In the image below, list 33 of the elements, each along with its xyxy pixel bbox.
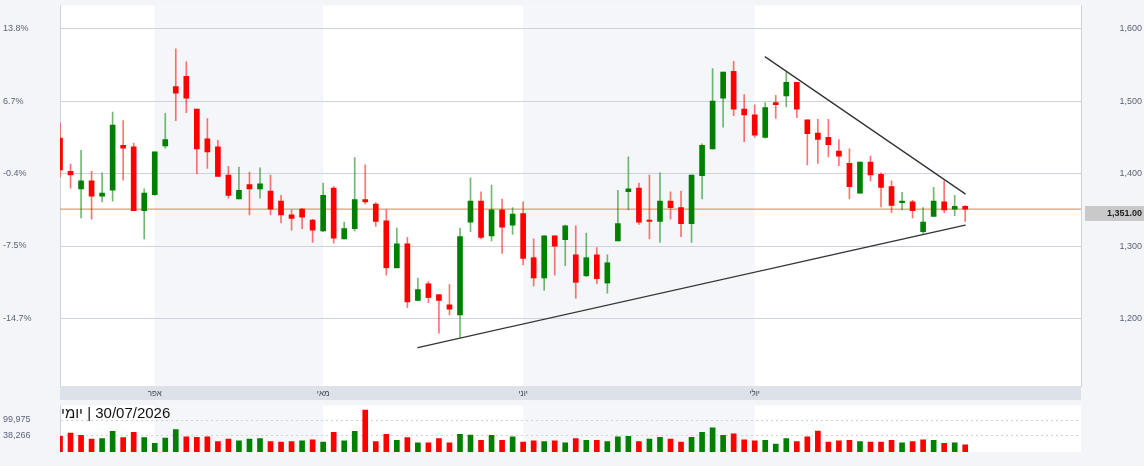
candlestick	[257, 167, 263, 199]
candlestick	[951, 195, 958, 216]
y-tick-label: 1,600	[1119, 23, 1142, 34]
candlestick	[772, 94, 779, 119]
y-tick-label: 1,300	[1119, 240, 1142, 251]
candlestick	[741, 94, 748, 143]
y-tick-label: 1,400	[1119, 168, 1142, 179]
annotation: 30/07/2026 | יומי	[61, 404, 171, 422]
x-tick-label: יולי	[749, 389, 760, 398]
candlestick	[815, 118, 821, 164]
candlestick	[899, 192, 905, 211]
y-tick-label: 38,266	[3, 430, 31, 441]
candlestick	[436, 294, 442, 334]
candlestick	[172, 48, 179, 121]
candlestick	[120, 120, 126, 181]
y-tick-label: 1,200	[1119, 313, 1142, 324]
candlestick	[362, 164, 369, 205]
x-tick-label: אפר	[147, 389, 162, 398]
y2-tick-label: 6.7%	[3, 95, 24, 106]
y2-tick-label: -14.7%	[3, 313, 32, 324]
x-tick-label: מאי	[316, 389, 330, 398]
y2-tick-label: -0.4%	[3, 167, 27, 178]
candlestick	[162, 113, 169, 149]
candlestick	[962, 205, 969, 222]
candlestick	[836, 139, 842, 166]
y-tick-label: 99,975	[3, 414, 31, 425]
ref-line-label: 1,351.00	[1106, 208, 1142, 219]
y2-tick-label: -7.5%	[3, 240, 27, 251]
candlestick	[78, 150, 84, 219]
y2-tick-label: 13.8%	[3, 23, 29, 34]
y-tick-label: 1,500	[1119, 95, 1142, 106]
x-tick-label: יוני	[518, 389, 528, 398]
candlestick	[99, 172, 105, 203]
